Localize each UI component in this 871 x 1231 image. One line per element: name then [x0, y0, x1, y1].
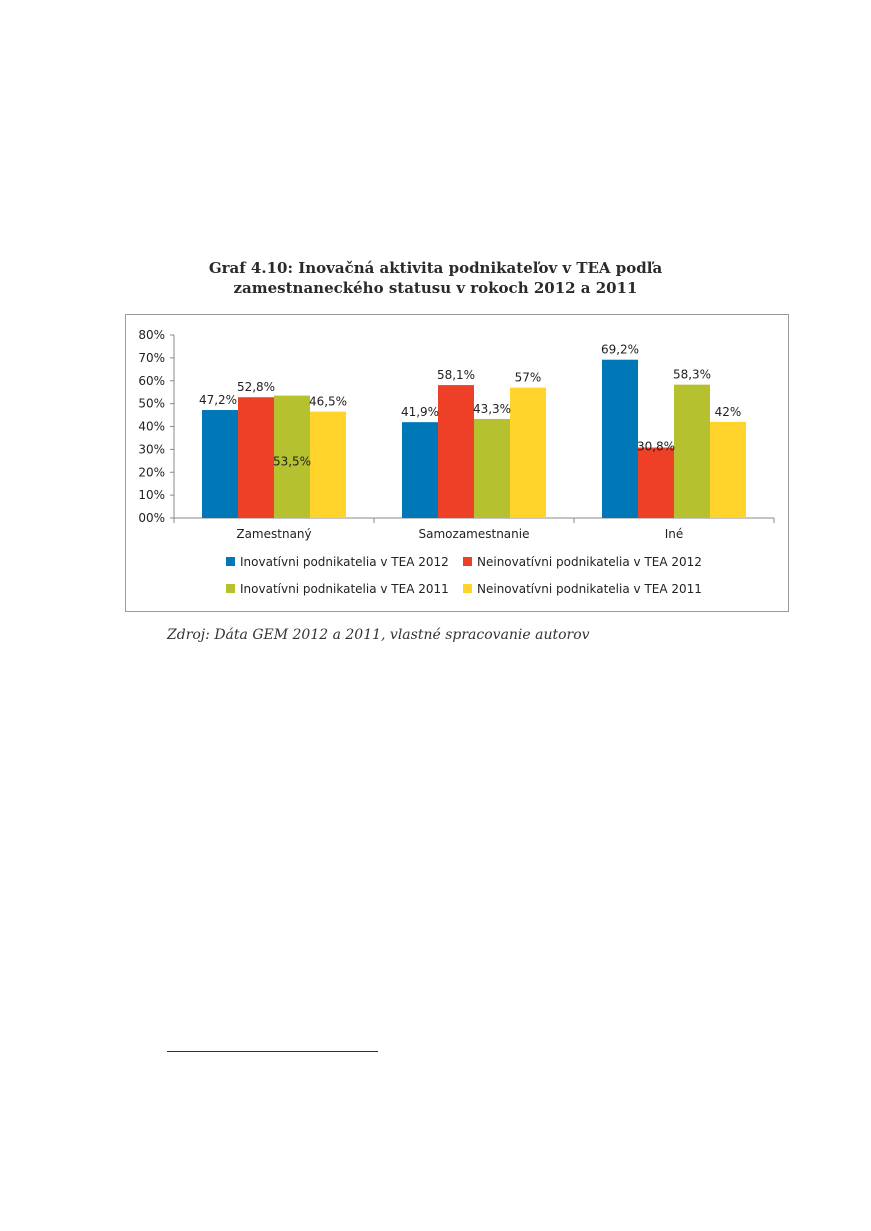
bar: [710, 421, 746, 518]
legend-swatch: [226, 557, 235, 566]
data-label: 53,5%: [273, 455, 311, 469]
bar: [602, 359, 638, 518]
legend-swatch: [226, 584, 235, 593]
bar: [274, 395, 310, 518]
bar: [438, 385, 474, 518]
chart-title-line-2: zamestnaneckého statusu v rokoch 2012 a …: [233, 279, 638, 297]
y-tick-label: 50%: [138, 397, 165, 411]
bar: [402, 422, 438, 518]
legend-label: Neinovatívni podnikatelia v TEA 2012: [477, 555, 702, 569]
data-label: 46,5%: [309, 395, 347, 409]
data-label: 42%: [715, 405, 742, 419]
y-tick-label: 60%: [138, 374, 165, 388]
legend-swatch: [463, 584, 472, 593]
chart-title-line-1: Graf 4.10: Inovačná aktivita podnikateľo…: [208, 259, 663, 277]
bar: [510, 387, 546, 518]
y-tick-label: 30%: [138, 442, 165, 456]
legend-label: Inovatívni podnikatelia v TEA 2011: [240, 582, 449, 596]
data-label: 58,1%: [437, 368, 475, 382]
y-tick-label: 80%: [138, 328, 165, 342]
bar: [310, 411, 346, 518]
data-label: 47,2%: [199, 393, 237, 407]
data-label: 41,9%: [401, 405, 439, 419]
y-tick-label: 40%: [138, 420, 165, 434]
legend-label: Inovatívni podnikatelia v TEA 2012: [240, 555, 449, 569]
y-tick-label: 70%: [138, 351, 165, 365]
chart-frame: 00% 10% 20% 30% 40% 50% 60% 70% 80% Zamestnaný Sam…: [125, 314, 789, 612]
data-label: 58,3%: [673, 368, 711, 382]
y-tick-label: 00%: [138, 511, 165, 525]
bar: [474, 418, 510, 518]
bar: [202, 410, 238, 518]
data-label: 30,8%: [637, 440, 675, 454]
y-tick-label: 20%: [138, 465, 165, 479]
footnote-rule: [167, 1051, 378, 1052]
chart-title: Graf 4.10: Inovačná aktivita podnikateľo…: [120, 258, 751, 298]
bar: [638, 447, 674, 518]
y-tick-label: 10%: [138, 488, 165, 502]
data-label: 52,8%: [237, 380, 275, 394]
data-label: 43,3%: [473, 402, 511, 416]
bar: [238, 397, 274, 518]
data-label: 69,2%: [601, 343, 639, 357]
data-label: 57%: [515, 371, 542, 385]
legend-label: Neinovatívni podnikatelia v TEA 2011: [477, 582, 702, 596]
bar: [674, 384, 710, 518]
source-note: Zdroj: Dáta GEM 2012 a 2011, vlastné spr…: [167, 627, 590, 643]
x-category-label: Samozamestnanie: [419, 527, 530, 541]
bar-chart: 00% 10% 20% 30% 40% 50% 60% 70% 80% Zamestnaný Sam…: [138, 328, 775, 596]
x-category-label: Iné: [665, 527, 684, 541]
x-category-label: Zamestnaný: [236, 527, 311, 541]
legend-swatch: [463, 557, 472, 566]
